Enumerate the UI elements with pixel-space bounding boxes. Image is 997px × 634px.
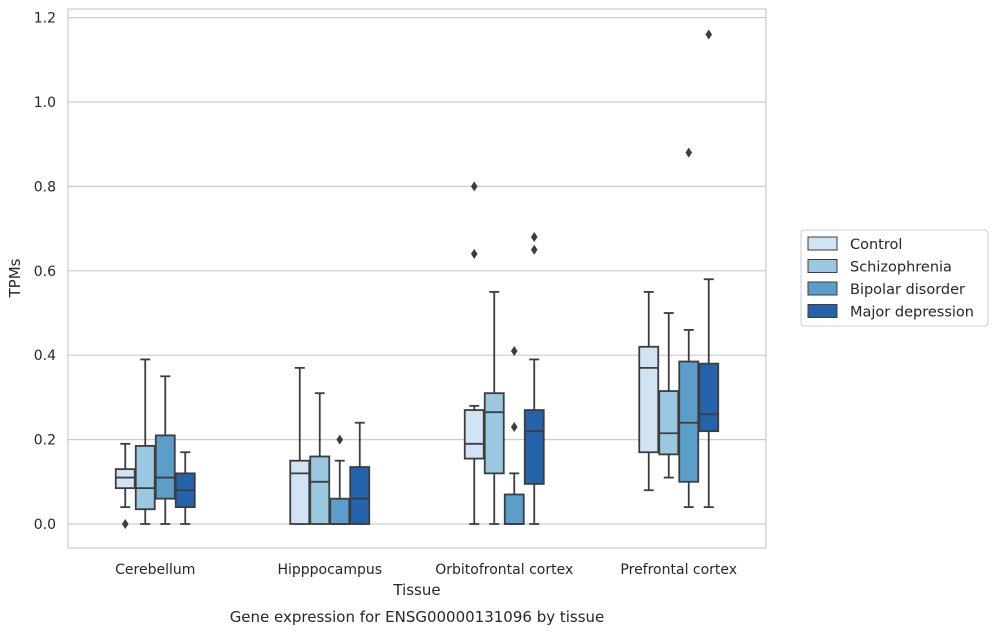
legend-swatch xyxy=(807,259,838,273)
outlier-point xyxy=(470,248,478,259)
box-0-3 xyxy=(174,451,196,525)
outlier-point xyxy=(530,232,538,243)
box-1-3 xyxy=(349,421,371,525)
legend-label: Bipolar disorder xyxy=(850,282,965,298)
box-body xyxy=(329,497,351,525)
box-0-1 xyxy=(134,358,156,525)
y-tick-label: 0.0 xyxy=(34,517,56,533)
box-3-3 xyxy=(698,29,720,509)
box-3-1 xyxy=(658,312,680,479)
x-tick-labels: Cerebellum Hipppocampus Orbitofrontal cort… xyxy=(115,562,737,578)
outlier-point xyxy=(530,244,538,255)
outlier-point xyxy=(470,181,478,192)
x-tick-label: Orbitofrontal cortex xyxy=(435,562,573,578)
box-body xyxy=(309,455,331,525)
legend-label: Schizophrenia xyxy=(850,260,952,276)
box-3-2 xyxy=(678,147,700,509)
legend-swatch xyxy=(807,236,838,251)
y-tick-label: 0.6 xyxy=(34,264,56,280)
y-tick-label: 1.0 xyxy=(34,95,56,111)
x-tick-label: Cerebellum xyxy=(115,562,195,578)
box-body xyxy=(463,409,485,460)
y-tick-labels: 0.0 0.2 0.4 0.6 0.8 1.0 1.2 xyxy=(34,11,56,533)
legend-label: Control xyxy=(850,237,902,253)
outlier-point xyxy=(510,345,518,356)
legend-swatch xyxy=(807,281,838,296)
y-tick-label: 0.2 xyxy=(34,433,56,449)
x-tick-label: Hipppocampus xyxy=(277,562,382,578)
box-body xyxy=(483,392,505,475)
box-groups xyxy=(114,29,720,529)
box-1-1 xyxy=(309,392,331,525)
box-3-0 xyxy=(638,290,660,492)
x-axis-label: Tissue xyxy=(392,581,440,599)
legend-frame xyxy=(800,229,989,327)
box-body xyxy=(698,362,720,433)
y-tick-label: 0.8 xyxy=(34,179,56,195)
box-2-0 xyxy=(463,181,485,525)
box-body xyxy=(678,360,700,483)
box-body xyxy=(638,345,660,454)
box-2-1 xyxy=(483,290,505,525)
box-body xyxy=(289,459,311,525)
box-0-0 xyxy=(114,442,136,529)
y-tick-label: 1.2 xyxy=(34,11,56,27)
box-body xyxy=(349,466,371,525)
box-1-0 xyxy=(289,366,311,525)
legend-label: Major depression xyxy=(850,305,974,321)
y-tick-label: 0.4 xyxy=(34,348,56,364)
box-2-2 xyxy=(503,345,525,525)
box-0-2 xyxy=(154,375,176,525)
outlier-point xyxy=(685,147,693,158)
outlier-point xyxy=(705,29,713,40)
outlier-point xyxy=(121,519,129,529)
box-body xyxy=(114,468,136,490)
legend-swatch xyxy=(807,304,838,318)
box-body xyxy=(154,434,176,500)
x-tick-label: Prefrontal cortex xyxy=(620,562,737,578)
box-1-2 xyxy=(329,434,351,525)
box-body xyxy=(523,409,545,485)
legend: Control Schizophrenia Bipolar disorder Majo… xyxy=(800,229,989,327)
box-body xyxy=(503,493,525,525)
outlier-point xyxy=(336,434,344,445)
y-axis-label: TPMs xyxy=(6,258,24,298)
plot-area xyxy=(67,8,767,549)
chart-caption: Gene expression for ENSG00000131096 by t… xyxy=(230,608,605,626)
box-body xyxy=(134,445,156,511)
box-2-3 xyxy=(523,232,545,525)
box-body xyxy=(658,390,680,456)
outlier-point xyxy=(510,421,518,432)
